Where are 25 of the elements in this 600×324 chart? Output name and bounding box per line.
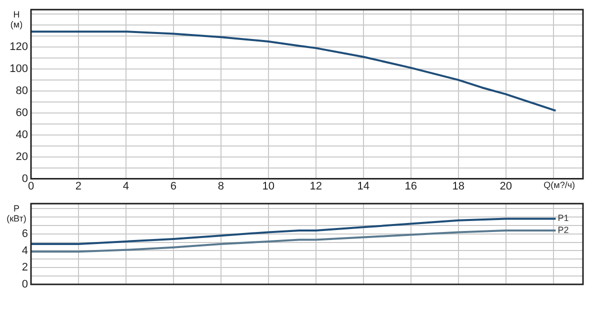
- x-tick-label: 14: [357, 180, 370, 192]
- y-tick-label: 40: [16, 128, 28, 141]
- x-tick-label: 18: [452, 180, 464, 192]
- y-tick-label: 60: [16, 106, 28, 119]
- x-tick-label: 10: [262, 180, 275, 192]
- y-tick-label: 0: [22, 278, 28, 290]
- x-tick-label: 20: [500, 180, 512, 192]
- series-label: P1: [558, 213, 569, 224]
- y-tick-label: 80: [16, 84, 28, 97]
- y-tick-label: 120: [10, 40, 28, 53]
- y-tick-label: 100: [10, 62, 28, 75]
- y-tick-label: 2: [22, 262, 28, 274]
- series-label: P2: [558, 225, 569, 236]
- x-tick-label: 8: [218, 180, 224, 192]
- x-axis-title: Q(м?/ч): [544, 180, 576, 190]
- y-axis-title: P (кВт): [6, 204, 26, 224]
- x-tick-label: 16: [404, 180, 417, 192]
- y-tick-label: 4: [22, 244, 28, 257]
- y-tick-label: 6: [22, 228, 28, 240]
- x-tick-label: 12: [310, 180, 322, 192]
- x-tick-label: 6: [170, 180, 177, 192]
- x-tick-label: 2: [75, 180, 82, 192]
- y-tick-label: 20: [16, 150, 28, 163]
- y-axis-title: H (м): [10, 10, 23, 30]
- x-tick-label: 4: [122, 180, 130, 192]
